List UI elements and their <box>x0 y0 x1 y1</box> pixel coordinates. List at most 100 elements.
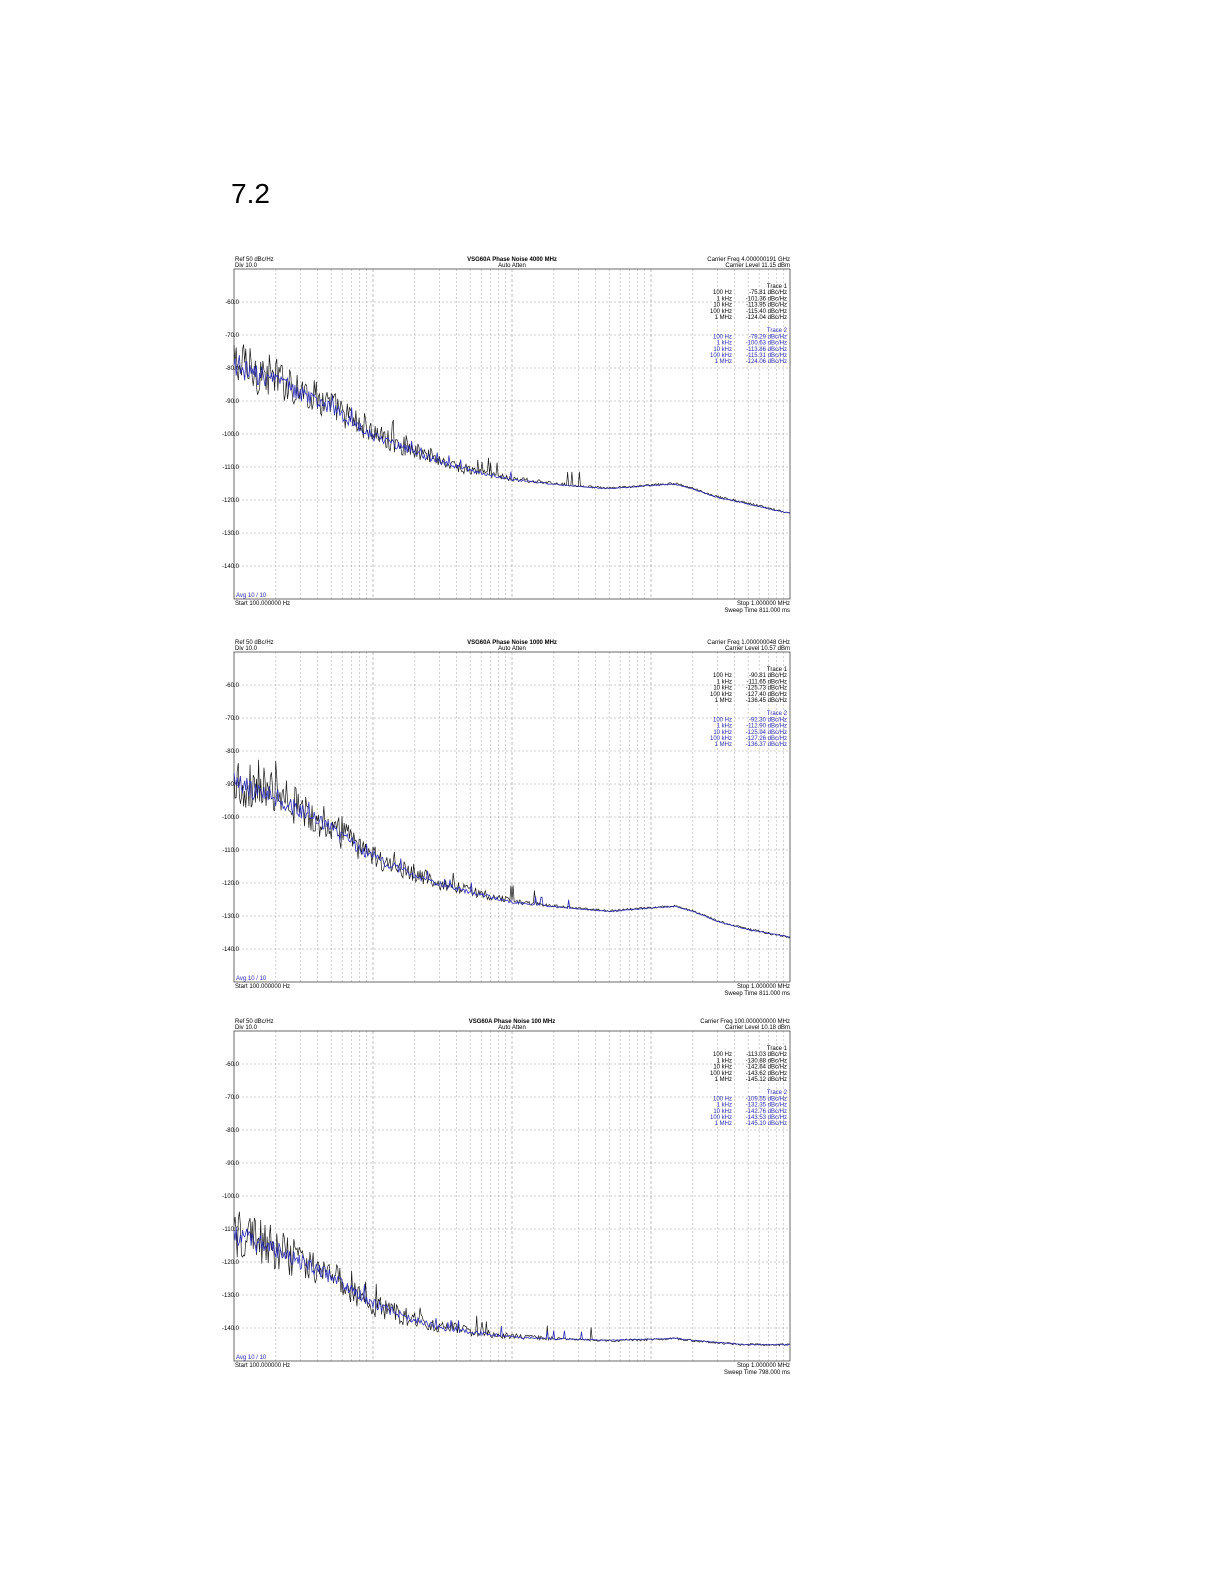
legend-noise-value: -124.04 dBc/Hz <box>746 315 787 321</box>
legend-noise-value: -113.03 dBc/Hz <box>746 1052 787 1058</box>
start-frequency: Start 100.000000 Hz <box>235 984 290 990</box>
chart-title: VSG60A Phase Noise 1000 MHz <box>467 640 557 646</box>
carrier-level: Carrier Level 11.15 dBm <box>725 263 790 269</box>
legend-offset-label: 100 Hz <box>713 1052 732 1058</box>
legend-noise-value: -130.88 dBc/Hz <box>746 1058 787 1064</box>
division-scale: Div 10.0 <box>235 263 258 269</box>
stop-frequency: Stop 1.000000 MHz <box>737 1363 790 1369</box>
legend-trace-name: Trace 1 <box>767 1046 788 1052</box>
plot-frame <box>233 651 791 983</box>
legend-noise-value: -75.81 dBc/Hz <box>749 290 787 296</box>
legend-noise-value: -115.31 dBc/Hz <box>746 353 787 359</box>
legend-offset-label: 100 kHz <box>710 692 732 698</box>
y-tick-label: -130.0 <box>222 914 240 920</box>
sweep-time: Sweep Time 811.000 ms <box>724 991 790 997</box>
legend-noise-value: -124.06 dBc/Hz <box>746 359 787 365</box>
chart-title: VSG60A Phase Noise 100 MHz <box>469 1019 555 1025</box>
legend-noise-value: -113.86 dBc/Hz <box>746 347 787 353</box>
chart-svg: -60.0 -70.0 -80.0 -90.0 -100.0 -110.0 -120.0 -1… <box>222 640 791 997</box>
legend-noise-value: -100.63 dBc/Hz <box>746 341 787 347</box>
legend-offset-label: 10 kHz <box>713 303 732 309</box>
y-tick-label: -130.0 <box>222 531 240 537</box>
legend-offset-label: 1 MHz <box>715 742 732 748</box>
legend-offset-label: 100 kHz <box>710 353 732 359</box>
average-count: Avg 10 / 10 <box>236 976 267 982</box>
division-scale: Div 10.0 <box>235 1025 258 1031</box>
y-tick-label: -70.0 <box>225 333 239 339</box>
legend-noise-value: -109.55 dBc/Hz <box>746 1096 787 1102</box>
y-tick-label: -100.0 <box>222 1194 240 1200</box>
start-frequency: Start 100.000000 Hz <box>235 601 290 607</box>
y-tick-label: -60.0 <box>225 1062 239 1068</box>
trace-line-2 <box>233 772 791 938</box>
legend-offset-label: 100 kHz <box>710 309 732 315</box>
plot-frame <box>233 268 791 600</box>
legend-trace-name: Trace 1 <box>767 284 788 290</box>
y-tick-label: -60.0 <box>225 683 239 689</box>
chart-subtitle: Auto Atten <box>498 646 526 652</box>
y-tick-label: -140.0 <box>222 947 240 953</box>
legend-noise-value: -92.30 dBc/Hz <box>749 717 787 723</box>
legend-offset-label: 1 MHz <box>715 1077 732 1083</box>
y-tick-label: -110.0 <box>222 848 239 854</box>
legend-noise-value: -127.40 dBc/Hz <box>746 692 787 698</box>
chart-subtitle: Auto Atten <box>498 263 526 269</box>
y-tick-label: -90.0 <box>225 782 239 788</box>
y-tick-label: -60.0 <box>225 300 239 306</box>
legend-offset-label: 1 MHz <box>715 359 732 365</box>
reference-level: Ref 50 dBc/Hz <box>235 1019 274 1025</box>
y-tick-label: -120.0 <box>222 881 240 887</box>
legend-offset-label: 10 kHz <box>713 686 732 692</box>
reference-level: Ref 50 dBc/Hz <box>235 257 274 263</box>
carrier-frequency: Carrier Freq 1.000000048 GHz <box>707 640 790 646</box>
legend-offset-label: 10 kHz <box>713 1109 732 1115</box>
legend-noise-value: -125.73 dBc/Hz <box>746 686 787 692</box>
legend-offset-label: 100 Hz <box>713 334 732 340</box>
y-tick-label: -140.0 <box>222 564 240 570</box>
y-tick-label: -80.0 <box>225 1128 239 1134</box>
y-tick-label: -130.0 <box>222 1293 240 1299</box>
trace-line-2 <box>233 1227 791 1346</box>
legend-offset-label: 100 kHz <box>710 736 732 742</box>
chart-title: VSG60A Phase Noise 4000 MHz <box>467 257 557 263</box>
legend-noise-value: -101.36 dBc/Hz <box>746 296 787 302</box>
legend-offset-label: 100 kHz <box>710 1071 732 1077</box>
chart-svg: -60.0 -70.0 -80.0 -90.0 -100.0 -110.0 -120.0 -1… <box>222 1019 791 1376</box>
y-tick-label: -120.0 <box>222 498 240 504</box>
reference-level: Ref 50 dBc/Hz <box>235 640 274 646</box>
sweep-time: Sweep Time 798.000 ms <box>724 1370 790 1376</box>
legend-trace-name: Trace 1 <box>767 667 788 673</box>
legend-noise-value: -136.37 dBc/Hz <box>746 742 787 748</box>
legend-offset-label: 10 kHz <box>713 730 732 736</box>
legend-noise-value: -115.40 dBc/Hz <box>746 309 787 315</box>
legend-offset-label: 100 Hz <box>713 717 732 723</box>
sweep-time: Sweep Time 811.000 ms <box>724 608 790 614</box>
section-number: 7.2 <box>231 178 270 209</box>
trace-line-2 <box>233 355 791 514</box>
y-tick-label: -110.0 <box>222 1227 239 1233</box>
carrier-frequency: Carrier Freq 100.000000000 MHz <box>700 1019 790 1025</box>
phase-noise-chart-1000mhz: -60.0 -70.0 -80.0 -90.0 -100.0 -110.0 -120.0 -1… <box>222 638 792 998</box>
legend-noise-value: -90.81 dBc/Hz <box>749 673 787 679</box>
legend-offset-label: 100 Hz <box>713 1096 732 1102</box>
legend-noise-value: -111.65 dBc/Hz <box>747 679 787 685</box>
y-tick-label: -110.0 <box>222 465 239 471</box>
legend-noise-value: -145.10 dBc/Hz <box>746 1121 787 1127</box>
legend-noise-value: -127.26 dBc/Hz <box>746 736 787 742</box>
y-tick-label: -70.0 <box>225 1095 239 1101</box>
y-tick-label: -80.0 <box>225 366 239 372</box>
legend-offset-label: 1 kHz <box>717 1103 732 1109</box>
legend-trace-name: Trace 2 <box>767 711 788 717</box>
chart-svg: -60.0 -70.0 -80.0 -90.0 -100.0 -110.0 -120.0 -1… <box>222 257 791 614</box>
legend-offset-label: 1 MHz <box>715 1121 732 1127</box>
y-tick-label: -90.0 <box>225 1161 239 1167</box>
y-tick-label: -90.0 <box>225 399 239 405</box>
carrier-level: Carrier Level 10.57 dBm <box>725 646 790 652</box>
legend-noise-value: -142.64 dBc/Hz <box>746 1065 787 1071</box>
legend-noise-value: -136.45 dBc/Hz <box>746 698 787 704</box>
y-tick-label: -120.0 <box>222 1260 240 1266</box>
legend-offset-label: 1 kHz <box>717 724 732 730</box>
legend-noise-value: -145.12 dBc/Hz <box>746 1077 787 1083</box>
y-tick-label: -100.0 <box>222 432 240 438</box>
y-tick-label: -70.0 <box>225 716 239 722</box>
